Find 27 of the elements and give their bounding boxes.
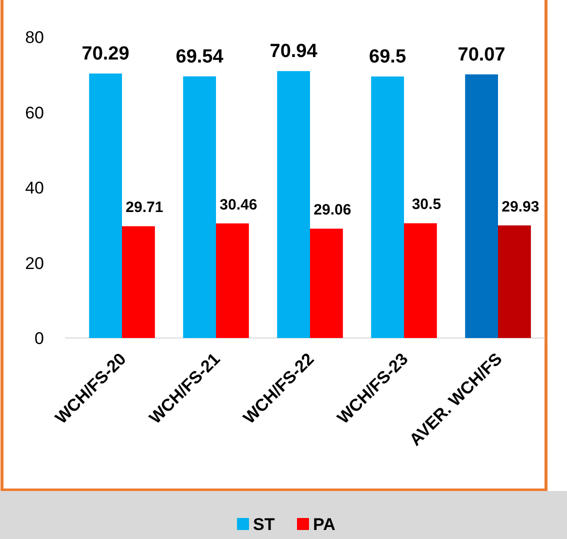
bar <box>404 223 437 338</box>
bar <box>465 74 498 338</box>
data-label: 30.46 <box>220 196 258 214</box>
bar <box>122 226 155 338</box>
bar <box>89 74 122 338</box>
data-label: 70.29 <box>82 44 130 65</box>
bar <box>498 225 531 338</box>
data-label: 30.5 <box>412 196 442 214</box>
data-label: 69.5 <box>369 46 406 68</box>
bar <box>371 76 404 338</box>
data-label: 29.06 <box>314 202 352 219</box>
y-tick-label: 60 <box>25 103 44 122</box>
data-label: 69.54 <box>176 46 224 68</box>
bar <box>310 228 343 338</box>
legend-label: ST <box>253 515 276 534</box>
data-label: 29.93 <box>502 198 540 216</box>
bar <box>216 223 249 338</box>
y-tick-label: 80 <box>25 28 44 47</box>
data-label: 29.71 <box>126 199 164 216</box>
legend-label: PA <box>313 515 336 534</box>
data-label: 70.94 <box>270 41 318 62</box>
y-tick-label: 0 <box>34 329 44 348</box>
bar <box>277 71 310 338</box>
bar <box>183 76 216 338</box>
y-tick-label: 20 <box>25 254 44 273</box>
data-label: 70.07 <box>458 44 506 66</box>
y-tick-label: 40 <box>25 178 44 198</box>
